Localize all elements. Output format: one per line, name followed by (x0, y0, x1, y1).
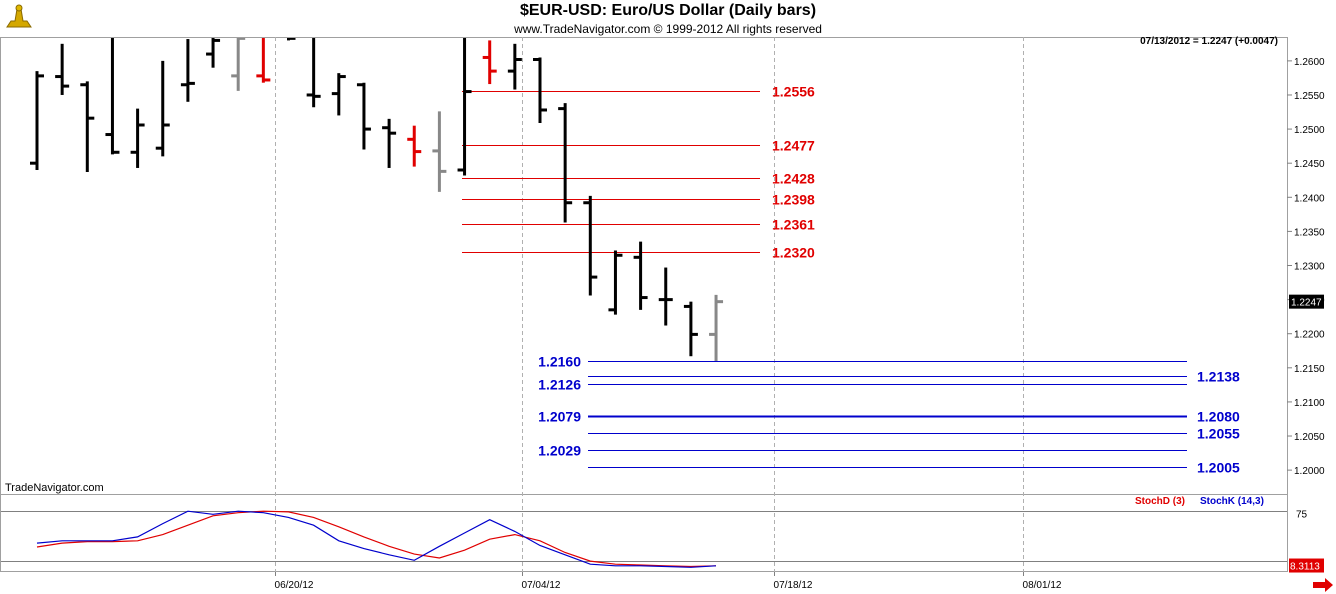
support-label: 1.2126 (538, 377, 581, 393)
resistance-label: 1.2428 (772, 171, 815, 187)
y-tick-label: 1.2200 (1294, 330, 1325, 341)
stoch-y-tick-label: 75 (1296, 510, 1308, 521)
support-label: 1.2055 (1197, 426, 1240, 442)
stoch-d-legend: StochD (3) (1135, 496, 1185, 507)
resistance-label: 1.2320 (772, 245, 815, 261)
stoch-k-line (36, 510, 717, 568)
stochastic-panel: 75 8.3113 (1, 510, 1324, 573)
tradenavigator-logo-icon (6, 4, 32, 28)
y-tick-label: 1.2550 (1294, 91, 1325, 102)
y-tick-label: 1.2350 (1294, 227, 1325, 238)
main-panel-frame (0, 37, 1288, 495)
y-tick-label: 1.2300 (1294, 262, 1325, 273)
y-tick-label: 1.2600 (1294, 57, 1325, 68)
y-tick-label: 1.2000 (1294, 466, 1325, 477)
support-label: 1.2138 (1197, 369, 1240, 385)
resistance-label: 1.2398 (772, 192, 815, 208)
stoch-d-line (36, 510, 717, 568)
copyright-text: www.TradeNavigator.com © 1999-2012 All r… (514, 22, 822, 36)
last-price-status: 07/13/2012 = 1.2247 (+0.0047) (1140, 36, 1278, 47)
support-label: 1.2079 (538, 409, 581, 425)
stoch-last-label: 8.3113 (1290, 562, 1320, 573)
resistance-label: 1.2556 (772, 84, 815, 100)
stoch-last-box (1289, 558, 1324, 573)
x-tick-label: 08/01/12 (1023, 580, 1062, 591)
y-tick-label: 1.2050 (1294, 432, 1325, 443)
y-tick-label: 1.2450 (1294, 159, 1325, 170)
support-label: 1.2005 (1197, 460, 1240, 476)
x-tick-label: 07/18/12 (774, 580, 813, 591)
watermark-text: TradeNavigator.com (5, 482, 104, 494)
resistance-label: 1.2477 (772, 138, 815, 154)
resistance-label: 1.2361 (772, 217, 815, 233)
price-bars (30, 38, 724, 361)
y-tick-label: 1.2100 (1294, 398, 1325, 409)
stoch-panel-frame (0, 494, 1288, 572)
grid-lines (275, 37, 1024, 572)
axes: 06/20/12 07/04/12 07/18/12 08/01/12 1.2600 1.… (275, 57, 1325, 591)
level-lines: 1.2556 1.2477 1.2428 1.2398 1.2361 1.2320 1.21… (462, 84, 1240, 476)
last-price-box (1289, 294, 1324, 309)
y-tick-label: 1.2500 (1294, 125, 1325, 136)
support-label: 1.2160 (538, 354, 581, 370)
support-label: 1.2029 (538, 443, 581, 459)
y-tick-label: 1.2150 (1294, 364, 1325, 375)
x-tick-label: 07/04/12 (522, 580, 561, 591)
chart-title: $EUR-USD: Euro/US Dollar (Daily bars) (519, 2, 817, 19)
stoch-k-legend: StochK (14,3) (1200, 496, 1264, 507)
support-label: 1.2080 (1197, 409, 1240, 425)
last-price-label: 1.2247 (1291, 298, 1322, 309)
scroll-right-icon[interactable] (1313, 578, 1333, 592)
y-tick-label: 1.2400 (1294, 193, 1325, 204)
x-tick-label: 06/20/12 (275, 580, 314, 591)
